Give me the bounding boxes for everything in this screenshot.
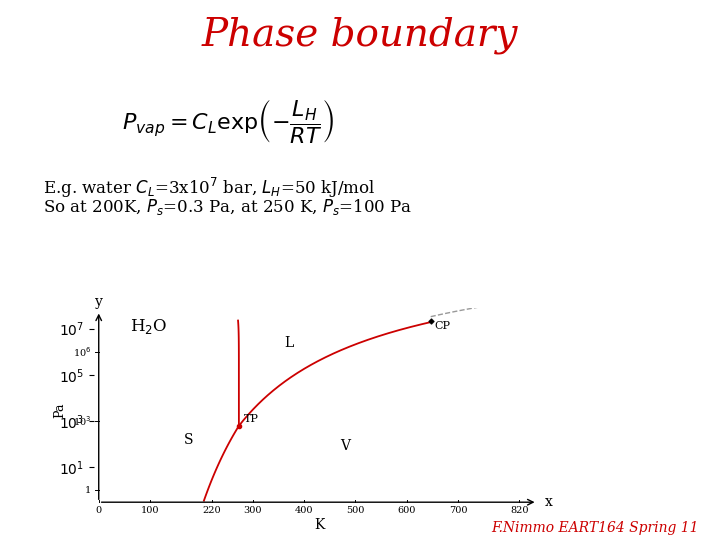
Text: 300: 300 [243, 507, 262, 515]
Text: 500: 500 [346, 507, 364, 515]
Text: F.Nimmo EART164 Spring 11: F.Nimmo EART164 Spring 11 [491, 521, 698, 535]
Text: So at 200K, $P_s$=0.3 Pa, at 250 K, $P_s$=100 Pa: So at 200K, $P_s$=0.3 Pa, at 250 K, $P_s… [43, 197, 413, 217]
Text: Phase boundary: Phase boundary [202, 16, 518, 53]
Text: S: S [184, 433, 193, 447]
Text: y: y [95, 295, 103, 309]
Text: H$_2$O: H$_2$O [130, 318, 167, 336]
Text: 10$^6$: 10$^6$ [73, 345, 91, 359]
Text: L: L [284, 335, 293, 349]
Text: 100: 100 [141, 507, 159, 515]
Text: 820: 820 [510, 507, 528, 515]
Text: 10$^3$: 10$^3$ [73, 414, 91, 428]
Text: $P_{vap} = C_L \exp\!\left(-\dfrac{L_H}{RT}\right)$: $P_{vap} = C_L \exp\!\left(-\dfrac{L_H}{… [122, 97, 335, 145]
Text: E.g. water $C_L$=3x10$^7$ bar, $L_H$=50 kJ/mol: E.g. water $C_L$=3x10$^7$ bar, $L_H$=50 … [43, 176, 376, 200]
Text: 220: 220 [202, 507, 221, 515]
Text: TP: TP [243, 414, 258, 424]
Text: 1: 1 [85, 485, 91, 495]
Text: 0: 0 [96, 507, 102, 515]
Text: V: V [340, 439, 350, 453]
Text: CP: CP [435, 321, 451, 331]
Text: x: x [545, 495, 553, 509]
Text: 700: 700 [449, 507, 467, 515]
Text: 400: 400 [294, 507, 313, 515]
Text: K: K [314, 518, 325, 532]
Text: 600: 600 [397, 507, 415, 515]
Text: Pa: Pa [54, 402, 67, 417]
